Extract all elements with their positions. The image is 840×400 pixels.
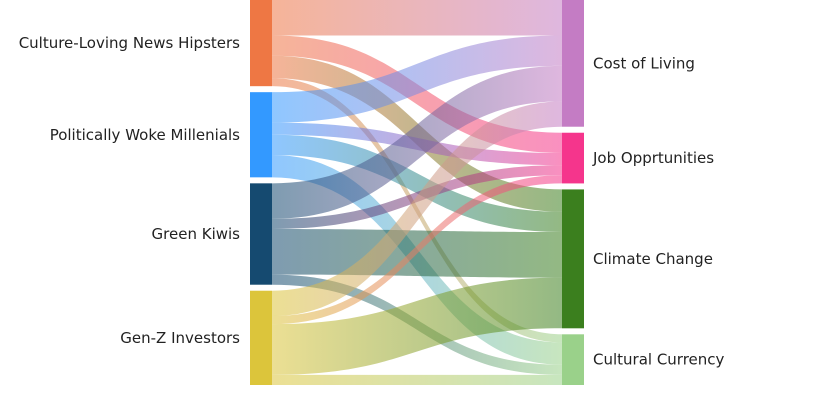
- node-label-climate-change: Climate Change: [593, 250, 713, 268]
- node-green-kiwis[interactable]: [250, 183, 272, 285]
- node-politically-woke-millenials[interactable]: [250, 92, 272, 178]
- link-culture-loving-news-hipsters-to-cost-of-living[interactable]: [272, 0, 562, 36]
- link-politically-woke-millenials-to-cost-of-living[interactable]: [272, 35, 562, 123]
- node-climate-change[interactable]: [562, 189, 584, 329]
- link-layer: [272, 0, 562, 385]
- node-label-culture-loving-news-hipsters: Culture-Loving News Hipsters: [19, 34, 240, 52]
- node-label-cultural-currency: Cultural Currency: [593, 351, 725, 369]
- node-culture-loving-news-hipsters[interactable]: [250, 0, 272, 87]
- node-label-politically-woke-millenials: Politically Woke Millenials: [50, 126, 240, 144]
- node-job-opprtunities[interactable]: [562, 132, 584, 184]
- node-cost-of-living[interactable]: [562, 0, 584, 127]
- node-cultural-currency[interactable]: [562, 334, 584, 385]
- link-green-kiwis-to-cost-of-living[interactable]: [272, 65, 562, 219]
- link-politically-woke-millenials-to-climate-change[interactable]: [272, 134, 562, 232]
- node-label-green-kiwis: Green Kiwis: [152, 225, 241, 243]
- node-gen-z-investors[interactable]: [250, 290, 272, 385]
- link-gen-z-investors-to-cost-of-living[interactable]: [272, 101, 562, 317]
- node-label-job-opprtunities: Job Opprtunities: [592, 149, 714, 167]
- link-gen-z-investors-to-job-opprtunities[interactable]: [272, 175, 562, 325]
- link-gen-z-investors-to-cultural-currency[interactable]: [272, 374, 562, 385]
- node-label-cost-of-living: Cost of Living: [593, 54, 695, 72]
- link-gen-z-investors-to-climate-change[interactable]: [272, 277, 562, 375]
- label-layer: Culture-Loving News Hipsters Politically …: [19, 34, 725, 369]
- node-layer: [250, 0, 584, 385]
- node-label-gen-z-investors: Gen-Z Investors: [120, 329, 240, 347]
